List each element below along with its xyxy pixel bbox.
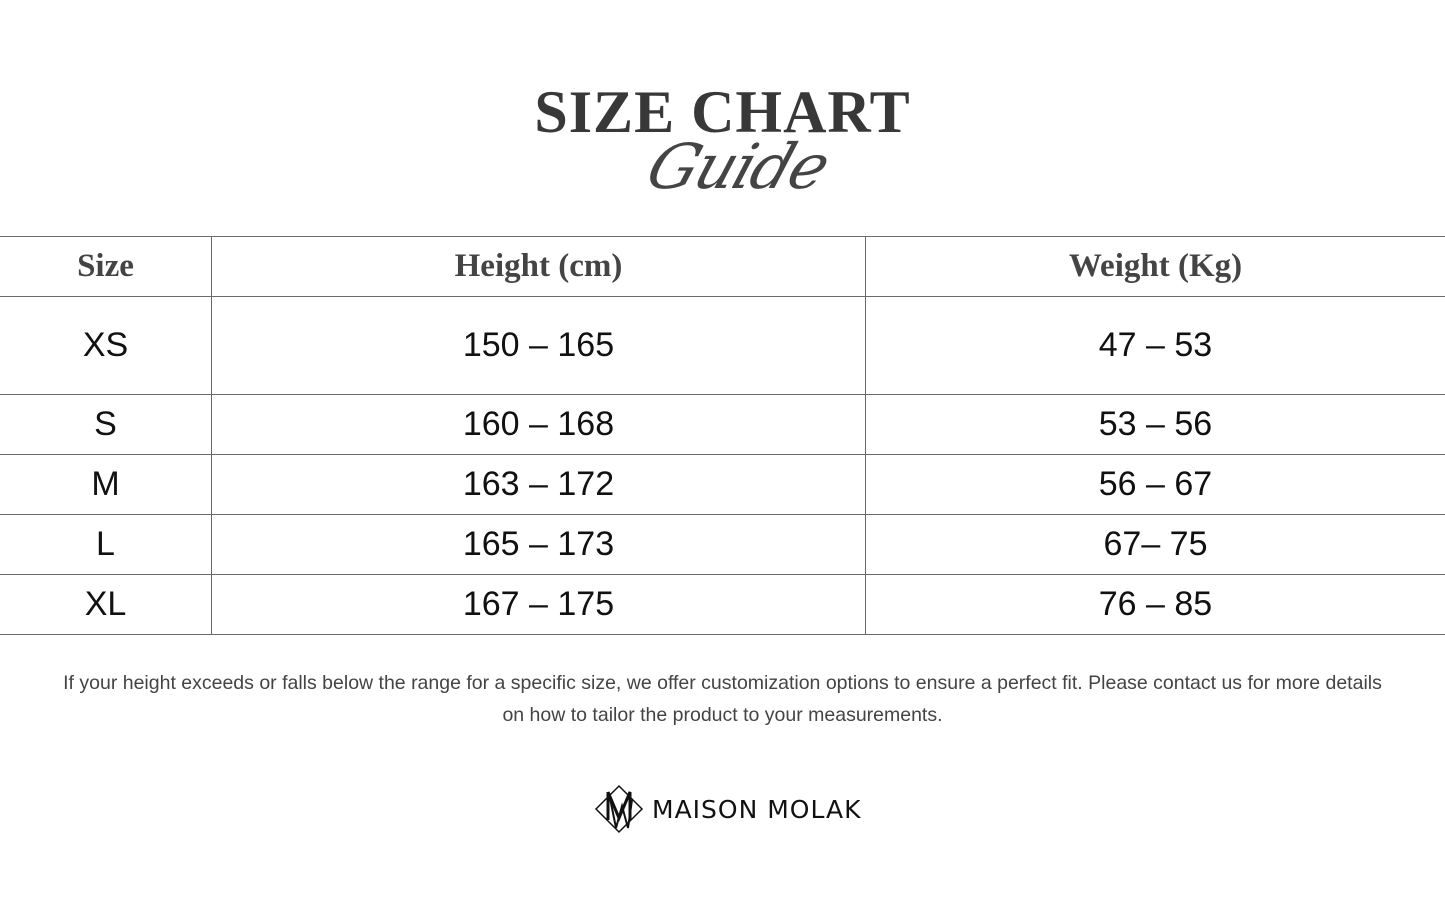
size-table: Size Height (cm) Weight (Kg) XS 150 – 16… xyxy=(0,236,1445,635)
brand-logo: MAISON MOLAK xyxy=(594,784,862,834)
cell-size: XS xyxy=(0,296,212,395)
cell-height: 160 – 168 xyxy=(211,394,866,455)
header-height: Height (cm) xyxy=(211,236,866,297)
table-row: S 160 – 168 53 – 56 xyxy=(0,394,1445,455)
cell-height: 150 – 165 xyxy=(211,296,866,395)
cell-height: 167 – 175 xyxy=(211,574,866,635)
cell-weight: 56 – 67 xyxy=(865,454,1445,515)
diamond-mw-monogram-icon xyxy=(594,784,644,834)
cell-height: 165 – 173 xyxy=(211,514,866,575)
cell-weight: 76 – 85 xyxy=(865,574,1445,635)
table-row: XL 167 – 175 76 – 85 xyxy=(0,574,1445,635)
header-weight: Weight (Kg) xyxy=(865,236,1445,297)
cell-weight: 53 – 56 xyxy=(865,394,1445,455)
table-header-row: Size Height (cm) Weight (Kg) xyxy=(0,236,1445,297)
table-row: XS 150 – 165 47 – 53 xyxy=(0,296,1445,395)
page-subtitle: Guide xyxy=(638,130,838,203)
customization-note: If your height exceeds or falls below th… xyxy=(63,672,1382,726)
cell-size: L xyxy=(0,514,212,575)
brand-name: MAISON MOLAK xyxy=(652,794,862,824)
cell-size: XL xyxy=(0,574,212,635)
table-row: L 165 – 173 67– 75 xyxy=(0,514,1445,575)
cell-size: S xyxy=(0,394,212,455)
table-row: M 163 – 172 56 – 67 xyxy=(0,454,1445,515)
cell-weight: 67– 75 xyxy=(865,514,1445,575)
cell-size: M xyxy=(0,454,212,515)
cell-weight: 47 – 53 xyxy=(865,296,1445,395)
page-title: SIZE CHART xyxy=(534,79,911,145)
header-size: Size xyxy=(0,236,212,297)
cell-height: 163 – 172 xyxy=(211,454,866,515)
